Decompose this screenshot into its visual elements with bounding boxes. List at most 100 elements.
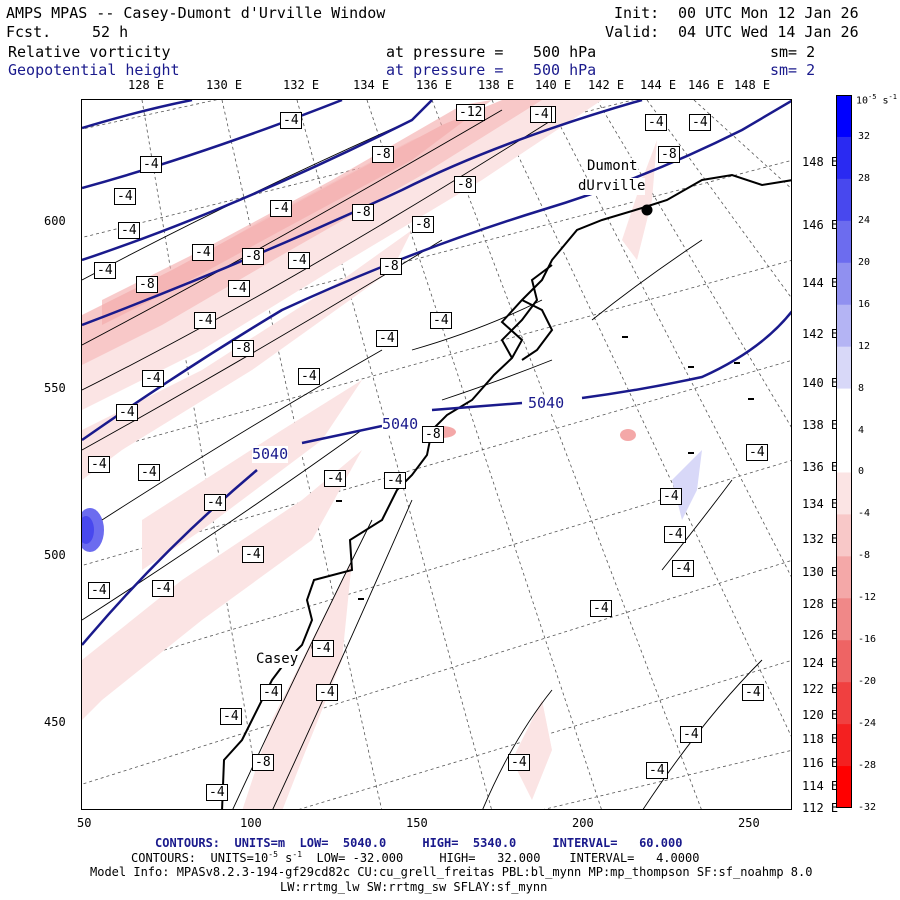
colorbar-outline	[836, 95, 852, 808]
colorbar-swatch	[836, 556, 852, 599]
colorbar-tick-label: 8	[858, 382, 865, 394]
vorticity-contour-label: -4	[298, 368, 320, 385]
vorticity-contour-label: -12	[456, 104, 486, 121]
lon-top-label: 148 E	[734, 78, 771, 92]
colorbar-swatch	[836, 724, 852, 767]
model-info-2: LW:rrtmg_lw SW:rrtmg_sw SFLAY:sf_mynn	[280, 880, 548, 894]
y-tick: 600	[44, 214, 66, 228]
colorbar-swatch	[836, 220, 852, 264]
lon-right-label: 144 E	[802, 276, 839, 290]
lon-right-label: 136 E	[802, 460, 839, 474]
vorticity-contour-label: -8	[658, 146, 680, 163]
height-contour-label: 5040	[252, 445, 289, 463]
vorticity-contour-label	[358, 598, 364, 600]
lon-right-label: 114 E	[802, 779, 839, 793]
height-contour-label: 5040	[382, 415, 419, 433]
lon-right-label: 148 E	[802, 155, 839, 169]
vorticity-contour-label: -4	[204, 494, 226, 511]
lon-right-label: 112 E	[802, 801, 839, 815]
colorbar-tick-label: -24	[858, 718, 877, 730]
lon-right-label: 134 E	[802, 497, 839, 511]
colorbar-tick-label: 24	[858, 214, 871, 226]
vorticity-contour-label: -4	[645, 114, 667, 131]
vorticity-contour-label: -4	[590, 600, 612, 617]
forecast-value: 52 h	[92, 23, 129, 41]
colorbar-swatch	[836, 304, 852, 348]
vorticity-contour-label: -4	[192, 244, 214, 261]
field2-level: 500 hPa	[533, 61, 597, 79]
lon-top-label: 136 E	[416, 78, 453, 92]
vorticity-contour-label: -4	[316, 684, 338, 701]
vorticity-contour-label: -4	[430, 312, 452, 329]
lon-top-label: 134 E	[353, 78, 390, 92]
vorticity-contour-label	[734, 362, 740, 364]
vorticity-contour-label: -4	[664, 526, 686, 543]
colorbar-tick-label: 32	[858, 130, 871, 142]
vorticity-contour-label: -4	[680, 726, 702, 743]
init-value: 00 UTC Mon 12 Jan 26	[678, 4, 859, 22]
colorbar-tick-label: 16	[858, 298, 871, 310]
colorbar-swatch	[836, 514, 852, 557]
colorbar-tick-label: -20	[858, 676, 877, 688]
x-tick: 150	[406, 816, 428, 830]
vorticity-contour-label: -8	[412, 216, 434, 233]
vorticity-contour-label: -8	[352, 204, 374, 221]
colorbar-swatch	[836, 682, 852, 725]
field2-sm: sm= 2	[770, 61, 816, 79]
lon-top-label: 146 E	[688, 78, 725, 92]
vorticity-contour-label: -4	[742, 684, 764, 701]
height-contours	[82, 100, 791, 646]
vorticity-contour-label: -4	[242, 546, 264, 563]
field2-pressure: at pressure =	[386, 61, 504, 79]
valid-value: 04 UTC Wed 14 Jan 26	[678, 23, 859, 41]
field1-pressure: at pressure =	[386, 43, 504, 61]
station-label-durville: dUrville	[578, 178, 646, 195]
lon-right-label: 126 E	[802, 628, 839, 642]
vorticity-contour-label: -8	[252, 754, 274, 771]
colorbar-tick-label: 4	[858, 424, 865, 436]
colorbar	[836, 95, 852, 808]
vorticity-contour-label	[336, 500, 342, 502]
lon-top-label: 132 E	[283, 78, 320, 92]
vorticity-contour-label: -4	[270, 200, 292, 217]
colorbar-swatch	[836, 472, 852, 515]
field1-sm: sm= 2	[770, 43, 816, 61]
vorticity-contour-label: -8	[422, 426, 444, 443]
lon-right-label: 146 E	[802, 218, 839, 232]
station-label-dumont: Dumont	[587, 158, 638, 175]
vorticity-contour-label: -4	[114, 188, 136, 205]
colorbar-tick-label: 28	[858, 172, 871, 184]
vorticity-contour-label: -4	[194, 312, 216, 329]
lon-right-label: 132 E	[802, 532, 839, 546]
vorticity-contours	[82, 109, 763, 809]
y-tick: 450	[44, 715, 66, 729]
colorbar-swatch	[836, 640, 852, 683]
chart-title: AMPS MPAS -- Casey-Dumont d'Urville Wind…	[6, 4, 386, 22]
lon-right-label: 120 E	[802, 708, 839, 722]
vorticity-contour-label: -4	[206, 784, 228, 801]
vorticity-contour-label: -4	[88, 582, 110, 599]
colorbar-tick-label: 12	[858, 340, 871, 352]
colorbar-swatch	[836, 598, 852, 641]
vorticity-contour-label: -4	[508, 754, 530, 771]
vorticity-contour-label: -8	[372, 146, 394, 163]
field2-name: Geopotential height	[8, 61, 180, 79]
x-tick: 100	[240, 816, 262, 830]
x-tick: 250	[738, 816, 760, 830]
vorticity-contour-label: -8	[232, 340, 254, 357]
height-contour-label: 5040	[528, 394, 565, 412]
vorticity-contour-label: -4	[324, 470, 346, 487]
vorticity-contour-label: -4	[140, 156, 162, 173]
x-tick: 200	[572, 816, 594, 830]
lon-right-label: 122 E	[802, 682, 839, 696]
vorticity-contour-label: -4	[288, 252, 310, 269]
colorbar-tick-label: -8	[858, 550, 871, 562]
vorticity-contour-label: -8	[380, 258, 402, 275]
vorticity-contour-label	[622, 336, 628, 338]
lon-right-label: 138 E	[802, 418, 839, 432]
vorticity-contour-label: -4	[118, 222, 140, 239]
colorbar-swatch	[836, 178, 852, 222]
lon-right-label: 124 E	[802, 656, 839, 670]
vorticity-contour-label: -4	[689, 114, 711, 131]
vorticity-contour-label: -4	[312, 640, 334, 657]
